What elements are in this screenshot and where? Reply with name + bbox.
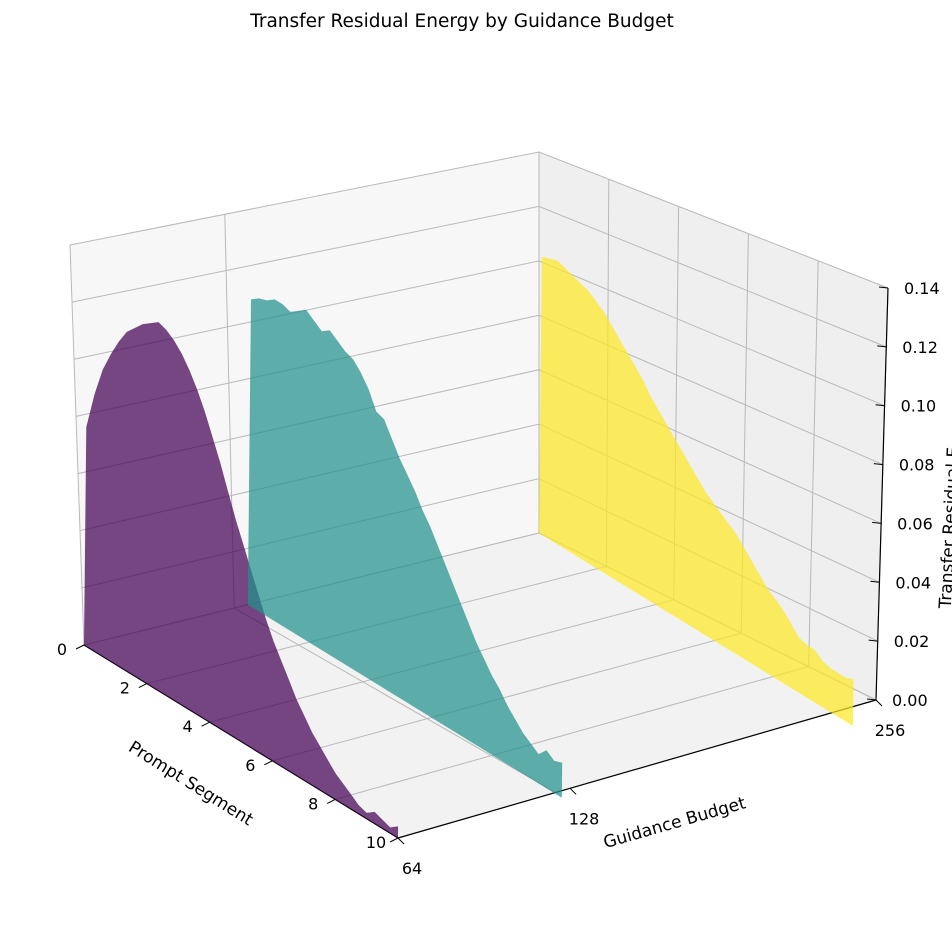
- z-tick-mark: [866, 698, 877, 701]
- series-area-64: [84, 322, 399, 839]
- z-tick-label: 0.10: [901, 397, 937, 416]
- x-tick-label: 10: [366, 833, 386, 852]
- x-tick-label: 6: [245, 756, 255, 775]
- z-tick-mark: [870, 580, 880, 583]
- series-layer: [84, 256, 854, 839]
- z-tick-mark: [868, 639, 878, 642]
- y-axis-label: Guidance Budget: [601, 793, 748, 853]
- x-tick-mark: [75, 644, 85, 650]
- z-tick-label: 0.00: [892, 691, 928, 710]
- z-tick-mark: [878, 286, 889, 289]
- z-tick-label: 0.08: [899, 456, 935, 475]
- chart-title: Transfer Residual Energy by Guidance Bud…: [249, 11, 673, 32]
- x-tick-mark: [389, 837, 399, 843]
- z-tick-mark: [872, 521, 882, 524]
- x-axis-label: Prompt Segment: [125, 737, 257, 830]
- series-area-128: [247, 298, 563, 798]
- y-tick-label: 256: [875, 721, 906, 740]
- series-area-256: [539, 256, 854, 726]
- z-tick-label: 0.02: [894, 632, 930, 651]
- x-tick-label: 0: [57, 640, 67, 659]
- z-tick-label: 0.06: [897, 514, 933, 533]
- x-tick-mark: [264, 760, 273, 766]
- x-tick-mark: [201, 721, 210, 727]
- z-tick-mark: [873, 463, 883, 466]
- y-tick-mark: [875, 699, 883, 707]
- z-axis-line: [875, 287, 889, 701]
- y-axis-line: [397, 699, 877, 839]
- z-tick-label: 0.04: [895, 573, 931, 592]
- y-tick-label: 128: [569, 809, 600, 828]
- z-tick-mark: [875, 404, 885, 407]
- y-tick-mark: [569, 787, 577, 795]
- z-tick-mark: [877, 345, 887, 348]
- z-axis-label: Transfer Residual E: [936, 446, 952, 610]
- x-tick-mark: [326, 798, 336, 804]
- x-tick-label: 2: [120, 679, 130, 698]
- x-tick-mark: [138, 683, 148, 689]
- z-tick-label: 0.12: [902, 338, 938, 357]
- z-tick-label: 0.14: [904, 279, 940, 298]
- x-tick-label: 8: [308, 794, 318, 813]
- x-tick-label: 4: [183, 717, 193, 736]
- y-tick-label: 64: [402, 859, 422, 878]
- y-tick-mark: [397, 837, 405, 845]
